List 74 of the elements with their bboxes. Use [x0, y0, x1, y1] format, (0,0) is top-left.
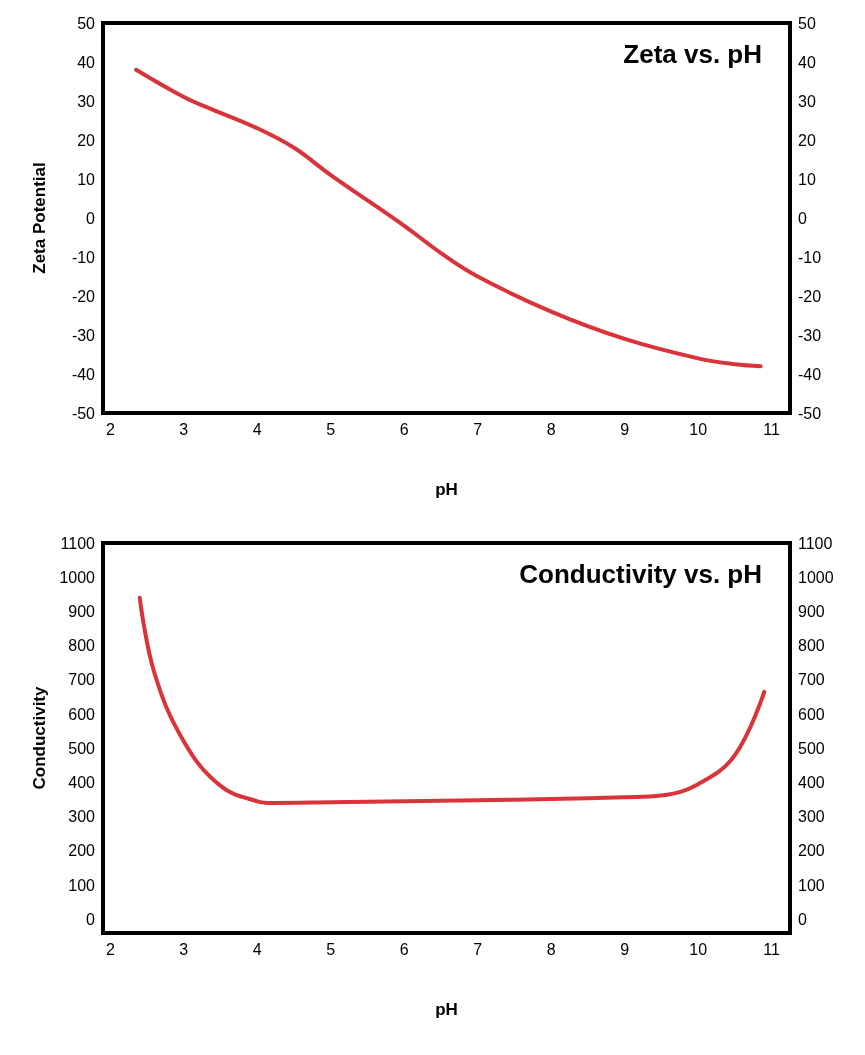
- y2-tick-label: 700: [798, 671, 825, 689]
- y2-tick-label: 400: [798, 773, 825, 791]
- x-tick-label: 5: [326, 940, 336, 958]
- y-tick-label: 30: [77, 92, 96, 110]
- x-tick-label: 6: [399, 940, 409, 958]
- y-tick-label: 200: [68, 842, 96, 860]
- y-axis-title: Conductivity: [30, 685, 49, 790]
- x-tick-label: 9: [620, 940, 630, 958]
- y-tick-label: 700: [68, 671, 96, 689]
- y-tick-label: 600: [68, 705, 96, 723]
- x-axis-title: pH: [435, 480, 458, 499]
- x-tick-label: 7: [473, 420, 483, 438]
- y-tick-label: -10: [71, 248, 96, 266]
- x-tick-label: 8: [546, 420, 556, 438]
- y2-tick-label: 900: [798, 602, 825, 620]
- y-tick-label: 10: [77, 170, 96, 188]
- x-tick-label: 10: [689, 420, 708, 438]
- y-tick-label: 500: [68, 739, 96, 757]
- y2-tick-label: 100: [798, 876, 825, 894]
- x-tick-label: 2: [105, 940, 115, 958]
- x-tick-label: 3: [179, 420, 189, 438]
- y-tick-label: -30: [71, 326, 96, 344]
- y-tick-label: 50: [77, 14, 96, 32]
- y2-tick-label: -30: [798, 326, 822, 344]
- y-tick-label: 800: [68, 637, 96, 655]
- y2-tick-label: 30: [798, 92, 816, 110]
- y2-tick-label: 0: [798, 209, 807, 227]
- x-axis-title: pH: [435, 1000, 458, 1019]
- text: Zeta vs. pH: [623, 39, 763, 69]
- y-tick-label: 40: [77, 53, 96, 71]
- x-tick-label: 8: [546, 940, 556, 958]
- y2-tick-label: 300: [798, 808, 825, 826]
- x-tick-label: 9: [620, 420, 630, 438]
- y2-tick-label: -50: [798, 404, 822, 422]
- y2-tick-label: 0: [798, 910, 807, 928]
- y-tick-label: -20: [71, 287, 96, 305]
- y-tick-label: 20: [77, 131, 96, 149]
- y-tick-label: 100: [68, 876, 96, 894]
- y-tick-label: 300: [68, 808, 96, 826]
- x-tick-label: 11: [763, 420, 781, 438]
- y2-tick-label: 1100: [798, 534, 833, 552]
- y2-tick-label: -10: [798, 248, 822, 266]
- y2-tick-label: 50: [798, 14, 816, 32]
- y2-tick-label: 600: [798, 705, 825, 723]
- y-tick-label: 0: [86, 910, 96, 928]
- y2-tick-label: 20: [798, 131, 816, 149]
- y2-tick-label: 1000: [798, 568, 834, 586]
- y-tick-label: 1000: [59, 568, 96, 586]
- x-tick-label: 5: [326, 420, 336, 438]
- y2-tick-label: 40: [798, 53, 816, 71]
- x-tick-label: 7: [473, 940, 483, 958]
- line-series: [134, 67, 763, 369]
- y2-tick-label: 800: [798, 637, 825, 655]
- y-tick-label: 400: [68, 773, 96, 791]
- y2-tick-label: 200: [798, 842, 825, 860]
- x-tick-label: 2: [105, 420, 115, 438]
- y2-tick-label: 10: [798, 170, 816, 188]
- x-tick-label: 10: [689, 940, 708, 958]
- text: Conductivity vs. pH: [519, 559, 763, 589]
- x-tick-label: 6: [399, 420, 409, 438]
- line-series: [137, 595, 767, 805]
- y2-tick-label: -40: [798, 365, 822, 383]
- x-tick-label: 4: [252, 940, 262, 958]
- x-tick-label: 4: [252, 420, 262, 438]
- y-tick-label: 1100: [60, 534, 96, 552]
- y-tick-label: -50: [71, 404, 96, 422]
- y-tick-label: -40: [71, 365, 96, 383]
- y-axis-title: Zeta Potential: [30, 162, 49, 274]
- y-tick-label: 900: [68, 602, 96, 620]
- y-tick-label: 0: [86, 209, 96, 227]
- y2-tick-label: 500: [798, 739, 825, 757]
- x-tick-label: 3: [179, 940, 189, 958]
- x-tick-label: 11: [763, 940, 781, 958]
- y2-tick-label: -20: [798, 287, 822, 305]
